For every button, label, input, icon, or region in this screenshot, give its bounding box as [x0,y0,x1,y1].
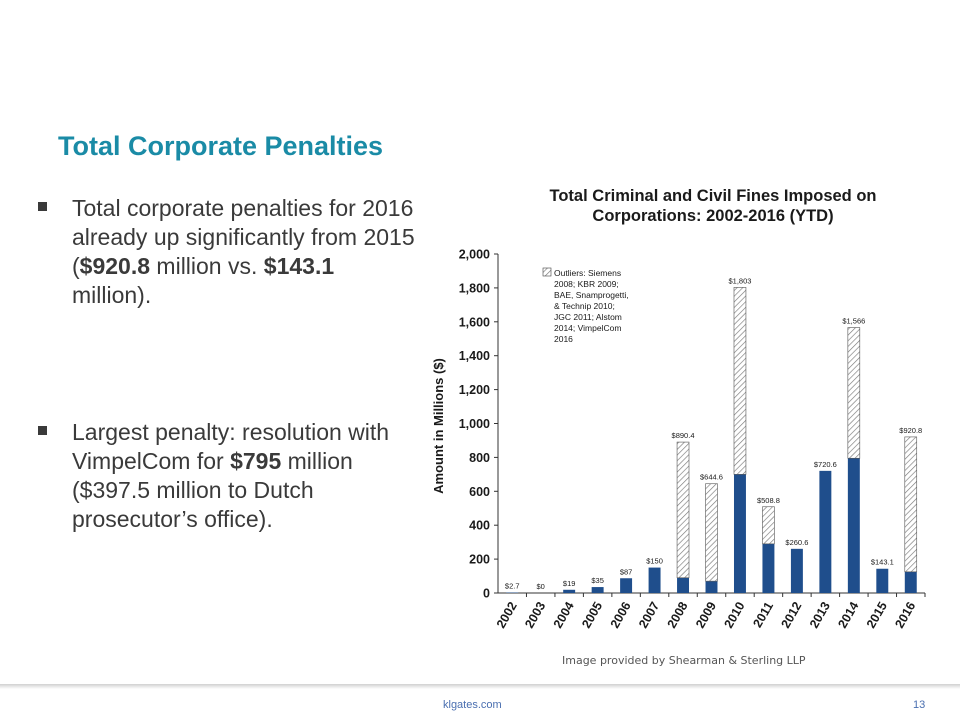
bar-outlier-2010 [733,287,747,475]
bar-outlier-2011 [762,506,775,545]
data-label-2005: $35 [591,576,604,585]
bar-base-2016 [904,571,917,593]
x-tick-label-2016: 2016 [892,599,918,630]
y-tick-label: 200 [469,553,490,567]
y-tick-label: 400 [469,519,490,533]
data-label-2004: $19 [563,579,576,588]
bullet-text-part: million). [72,282,152,308]
x-tick-label-2007: 2007 [636,599,662,630]
slide-title: Total Corporate Penalties [58,131,384,161]
data-label-2006: $87 [620,567,633,576]
data-label-2013: $720.6 [814,460,837,469]
bullet-square-icon [38,426,47,435]
legend-text-line: 2014; VimpelCom [554,323,621,333]
chart-title-line-1: Total Criminal and Civil Fines Imposed o… [550,187,877,205]
x-tick-label-2010: 2010 [722,599,748,630]
y-tick-label: 600 [469,485,490,499]
bullet-text-bold: $795 [230,448,282,474]
legend-text-line: JGC 2011; Alstom [554,312,622,322]
bar-base-2008 [677,577,690,593]
y-tick-label: 1,400 [459,349,490,363]
y-tick-label: 0 [483,587,490,601]
data-label-2015: $143.1 [871,558,894,567]
x-tick-label-2006: 2006 [608,599,634,630]
data-label-2009: $644.6 [700,473,723,482]
bar-base-2014 [847,458,860,593]
bar-outlier-2014 [847,327,861,459]
bar-base-2012 [790,548,803,593]
bullet-item: Total corporate penalties for 2016 alrea… [38,194,418,310]
x-tick-label-2009: 2009 [693,599,719,630]
bar-base-2006 [620,578,633,593]
bar-base-2015 [876,568,889,593]
y-tick-label: 1,200 [459,383,490,397]
legend-text-line: Outliers: Siemens [554,268,621,278]
bullet-text-bold: $143.1 [263,253,335,279]
x-tick-label-2005: 2005 [579,599,605,630]
legend-text-line: & Technip 2010; [554,301,615,311]
x-tick-label-2012: 2012 [778,599,804,630]
x-tick-label-2013: 2013 [807,599,833,630]
bullet-square-icon [38,202,47,211]
y-tick-label: 2,000 [459,248,490,262]
bullet-text: Largest penalty: resolution with VimpelC… [72,418,418,534]
x-tick-label-2015: 2015 [864,599,890,630]
legend-text-line: 2016 [554,334,573,344]
bullet-text-part: million ($397.5 million to Dutch prosecu… [72,448,353,532]
bar-base-2011 [762,543,775,593]
x-tick-label-2011: 2011 [750,599,776,630]
data-label-2002: $2.7 [505,582,520,591]
y-tick-label: 1,000 [459,417,490,431]
data-label-2003: $0 [537,582,545,591]
data-label-2014: $1,566 [842,317,865,326]
data-label-2010: $1,803 [728,276,751,285]
bar-base-2004 [563,589,576,593]
x-tick-label-2008: 2008 [665,599,691,630]
bar-base-2013 [819,470,832,593]
x-tick-label-2014: 2014 [835,599,861,630]
bar-base-2009 [705,581,718,593]
bullet-item: Largest penalty: resolution with VimpelC… [38,418,418,534]
page-number: 13 [913,699,926,711]
data-label-2012: $260.6 [785,538,808,547]
y-axis-label: Amount in Millions ($) [431,358,446,494]
bullet-text-part: Largest penalty: resolution with VimpelC… [72,419,390,474]
legend-swatch [542,267,552,277]
bullet-text-bold: $920.8 [79,253,151,279]
data-label-2007: $150 [646,557,663,566]
y-tick-label: 1,600 [459,315,490,329]
data-label-2011: $508.8 [757,496,780,505]
bar-outlier-2008 [676,441,690,579]
bar-outlier-2016 [904,436,918,573]
y-tick-label: 1,800 [459,281,490,295]
bullet-text: Total corporate penalties for 2016 alrea… [72,194,418,310]
x-tick-label-2003: 2003 [522,599,548,630]
bar-base-2010 [733,474,746,593]
footer-domain: klgates.com [443,699,502,711]
footer-divider [0,684,960,689]
fines-bar-chart: Total Criminal and Civil Fines Imposed o… [431,187,926,631]
bar-base-2007 [648,567,661,593]
image-credit: Image provided by Shearman & Sterling LL… [562,654,806,667]
y-tick-label: 800 [469,451,490,465]
bar-outlier-2009 [705,483,718,582]
x-tick-label-2004: 2004 [551,599,577,630]
bullet-text-part: Total corporate penalties for 2016 alrea… [72,195,415,279]
x-tick-label-2002: 2002 [494,599,520,630]
data-label-2016: $920.8 [899,426,922,435]
bar-base-2005 [591,587,604,593]
bullet-text-part: million vs. [150,253,264,279]
chart-title-line-2: Corporations: 2002-2016 (YTD) [592,207,833,225]
data-label-2008: $890.4 [672,431,695,440]
legend-text-line: 2008; KBR 2009; [554,279,619,289]
legend-text-line: BAE, Snamprogetti, [554,290,629,300]
